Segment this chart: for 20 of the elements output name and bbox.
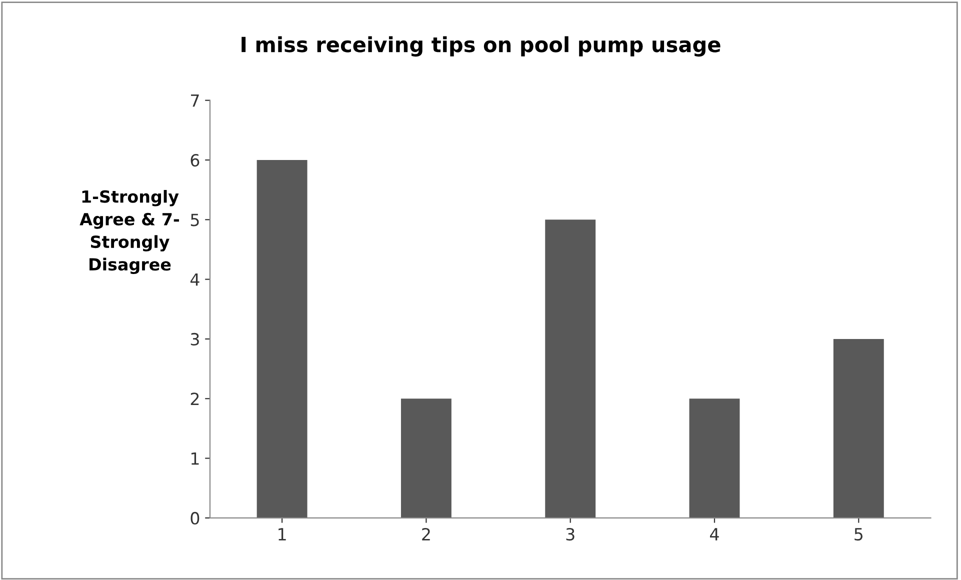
bar xyxy=(545,220,596,518)
y-tick-label: 4 xyxy=(190,273,200,286)
y-tick-label: 0 xyxy=(190,512,200,525)
bar xyxy=(833,338,884,518)
y-tick-label: 2 xyxy=(190,392,199,405)
y-tick-label: 5 xyxy=(190,214,199,226)
x-tick-label: 3 xyxy=(566,528,574,541)
y-tick-label: 6 xyxy=(190,154,200,167)
bar xyxy=(256,160,308,518)
y-axis-title: 1-Strongly Agree & 7- Strongly Disagree xyxy=(80,190,179,274)
bar xyxy=(689,398,740,518)
x-tick-label: 2 xyxy=(422,528,430,540)
bar xyxy=(400,398,452,518)
y-tick-label: 3 xyxy=(190,332,199,346)
y-tick-label: 7 xyxy=(191,94,199,107)
x-tick-label: 1 xyxy=(278,528,286,540)
x-tick-label: 5 xyxy=(854,528,862,541)
chart-title: I miss receiving tips on pool pump usage xyxy=(242,36,720,57)
y-tick-label: 1 xyxy=(191,452,199,465)
x-tick-label: 4 xyxy=(710,528,719,540)
